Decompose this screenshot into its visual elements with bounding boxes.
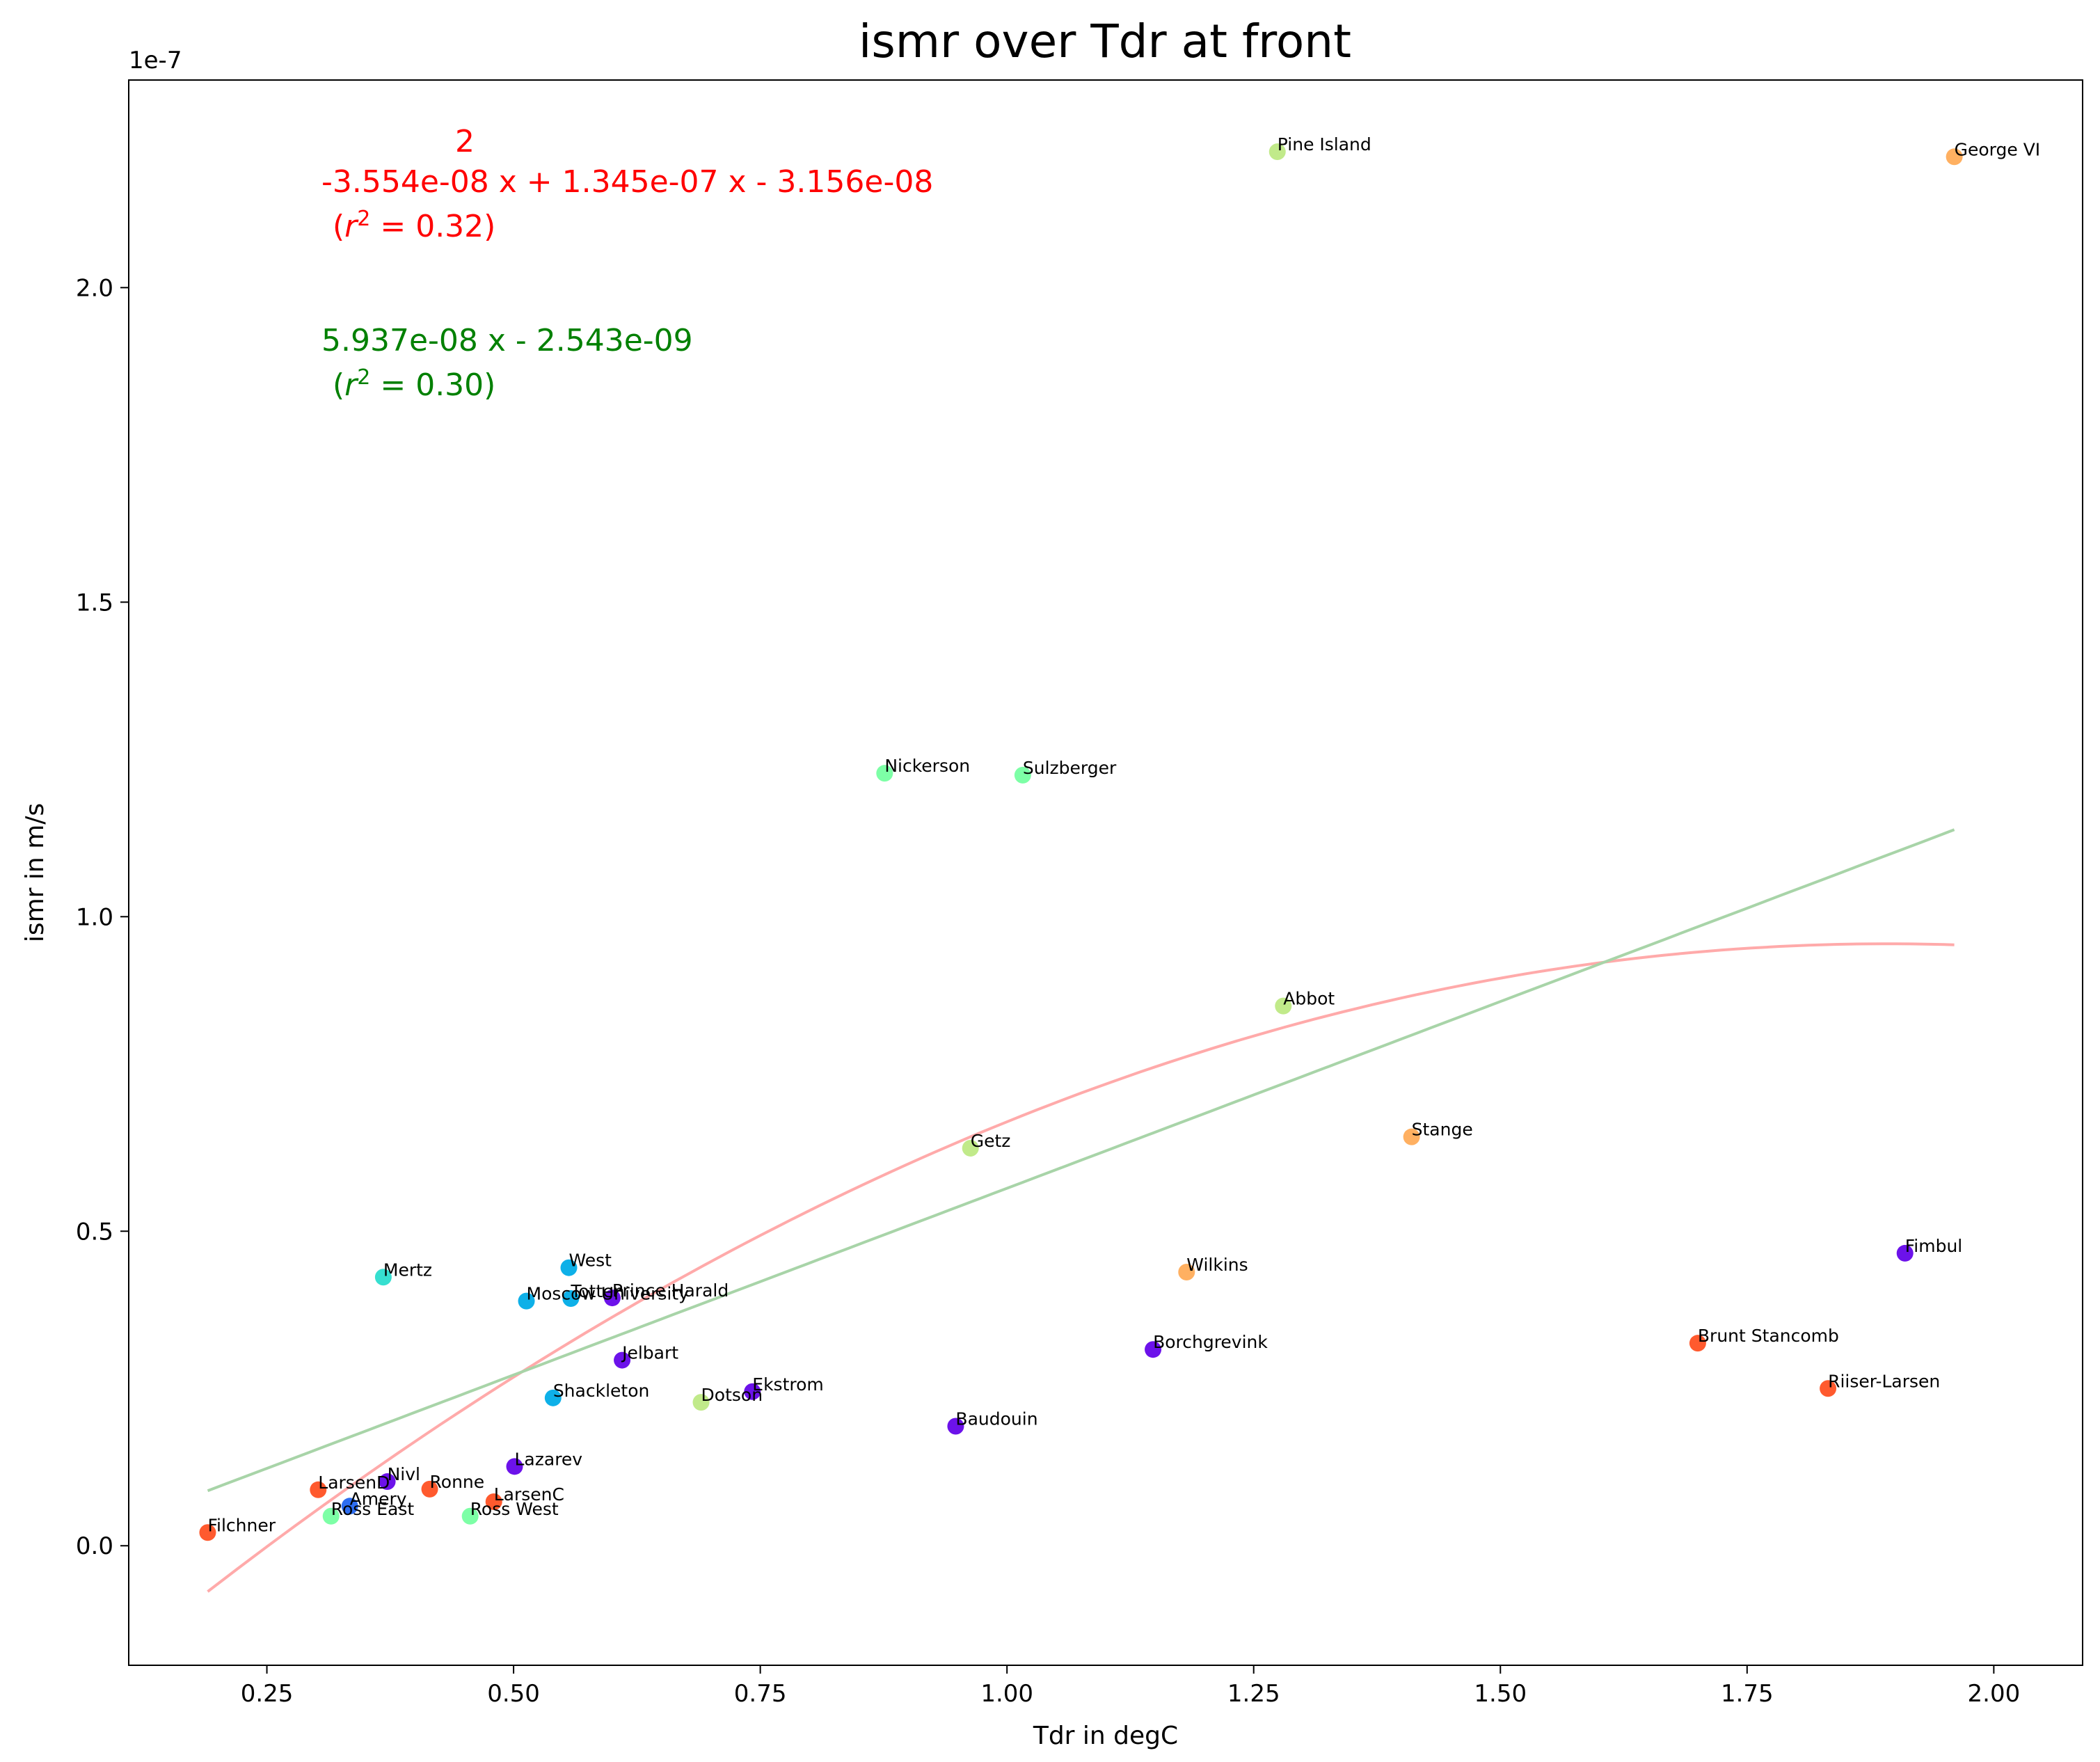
point-label: West [569,1251,612,1271]
data-point [518,1292,535,1310]
point-label: Brunt Stancomb [1698,1326,1839,1346]
point-label: Filchner [207,1515,276,1535]
point-label: Ronne [430,1472,485,1492]
y-tick-label: 0.0 [76,1532,113,1560]
data-point [322,1507,340,1525]
point-label: Wilkins [1186,1255,1248,1275]
point-label: Moscow University [527,1284,690,1304]
data-point [461,1507,479,1525]
data-point [947,1418,964,1435]
x-tick-label: 0.25 [241,1680,294,1708]
data-point [1178,1264,1195,1281]
data-point [876,765,893,782]
x-axis-title: Tdr in degC [1033,1722,1178,1750]
quad-fit-exponent: 2 [455,124,475,159]
x-tick-label: 1.50 [1474,1680,1527,1708]
point-label: Prince Harald [612,1280,729,1301]
data-point [560,1259,578,1276]
quadratic-fit-line [207,942,1955,1593]
data-point [744,1383,761,1400]
linear-fit-line [207,828,1955,1493]
data-point [485,1493,502,1510]
data-point [1946,148,1963,166]
data-point [1403,1128,1420,1145]
y-axis-title: ismr in m/s [21,803,49,942]
y-tick-label: 0.5 [76,1218,113,1246]
point-label: Jelbart [621,1343,678,1363]
point-label: Baudouin [955,1408,1037,1429]
data-point [341,1498,358,1515]
x-tick-label: 2.00 [1968,1680,2021,1708]
point-label: Borchgrevink [1153,1332,1268,1352]
point-label: Totten [570,1281,624,1301]
data-point [1275,997,1292,1015]
data-point [1145,1341,1162,1358]
data-point [692,1394,710,1411]
data-point [1014,766,1031,784]
x-tick-label: 0.75 [734,1680,787,1708]
point-label: Ekstrom [752,1374,823,1395]
point-label: Lazarev [515,1449,583,1469]
point-label: Abbot [1283,989,1335,1009]
point-label: Nickerson [884,756,970,776]
point-label: Sulzberger [1023,758,1117,778]
data-point [544,1389,562,1406]
data-point [603,1289,621,1307]
data-point [1268,143,1286,161]
point-label: Riiser-Larsen [1828,1371,1940,1391]
point-label: LarsenC [494,1484,564,1505]
data-point [1896,1244,1914,1262]
data-point [199,1524,216,1541]
linear-fit-r2-value: 0.30 [415,367,484,403]
x-axis-ticks: 0.25 0.50 0.75 1.00 1.25 1.50 1.75 2.00 [241,1665,2021,1708]
y-tick-label: 2.0 [76,274,113,302]
point-label: Ross East [331,1499,415,1519]
x-tick-label: 0.50 [487,1680,540,1708]
linear-fit-equation: 5.937e-08 x - 2.543e-09 [321,323,693,358]
data-point [421,1480,438,1498]
data-point [310,1481,327,1498]
data-point [1820,1380,1837,1397]
y-axis-ticks: 0.0 0.5 1.0 1.5 2.0 [76,274,129,1560]
data-point [1689,1335,1706,1352]
x-tick-label: 1.25 [1227,1680,1280,1708]
data-points [199,143,1963,1541]
y-offset-text: 1e-7 [129,47,182,74]
point-label: Shackleton [553,1381,650,1401]
point-label: LarsenD [318,1473,390,1493]
data-point [962,1139,979,1157]
point-label: Dotson [701,1385,763,1405]
point-label: Amery [350,1489,407,1509]
x-tick-label: 1.00 [980,1680,1033,1708]
y-tick-label: 1.5 [76,589,113,617]
y-tick-label: 1.0 [76,903,113,931]
point-label: Pine Island [1278,134,1371,154]
quad-fit-r2: (r2 = 0.32) [333,207,495,244]
data-point [506,1458,523,1475]
data-point [379,1473,396,1491]
data-point [562,1289,580,1307]
point-label: Ross West [470,1499,559,1519]
point-label: Stange [1412,1120,1473,1140]
plot-area [128,79,2083,1666]
quad-fit-r2-value: 0.32 [415,209,484,244]
point-label: Nivl [388,1464,420,1484]
point-label: Getz [971,1131,1011,1151]
data-point [614,1351,631,1369]
fit-lines [207,828,1955,1593]
point-label: Fimbul [1905,1236,1963,1256]
quad-fit-equation: -3.554e-08 x + 1.345e-07 x - 3.156e-08 [321,164,933,200]
chart-title: ismr over Tdr at front [859,15,1351,68]
linear-fit-r2: (r2 = 0.30) [333,365,495,403]
data-point [374,1269,392,1286]
point-label: George VI [1955,139,2041,159]
point-label: Mertz [383,1260,432,1280]
x-tick-label: 1.75 [1721,1680,1774,1708]
